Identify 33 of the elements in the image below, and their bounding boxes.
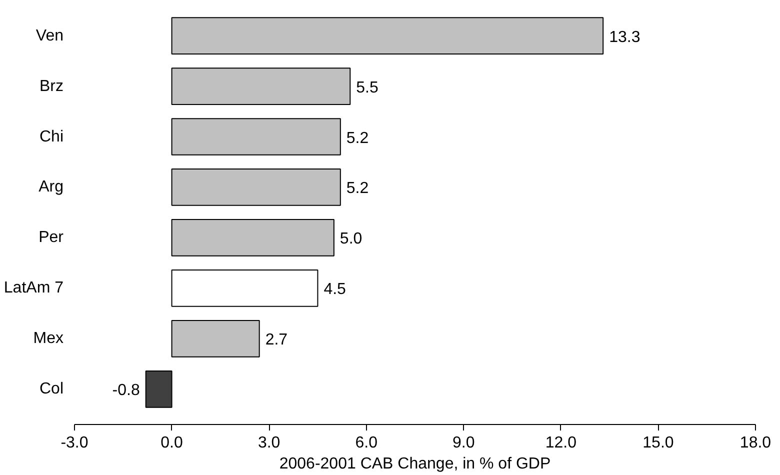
data-label: 5.0 <box>340 230 362 248</box>
data-label: 2.7 <box>265 332 288 349</box>
bar <box>171 219 334 256</box>
x-tick-label: 6.0 <box>355 434 378 452</box>
x-tick-label: 18.0 <box>740 434 772 452</box>
y-tick-label: Brz <box>40 78 64 95</box>
x-tick-label: -3.0 <box>60 434 88 452</box>
y-tick-label: Per <box>38 229 64 246</box>
x-axis-title: 2006-2001 CAB Change, in % of GDP <box>279 456 551 472</box>
x-tick-label: 0.0 <box>160 434 184 452</box>
data-label: 5.5 <box>356 79 378 96</box>
bar <box>171 320 260 358</box>
y-tick-label: Col <box>39 380 64 398</box>
bar <box>171 168 341 206</box>
data-label: 5.2 <box>346 130 369 147</box>
bar <box>171 270 318 307</box>
x-tick-label: 12.0 <box>545 434 577 452</box>
y-tick-label: Mex <box>33 330 64 348</box>
x-tick-label: 9.0 <box>452 434 475 452</box>
y-tick-label: Chi <box>39 128 64 146</box>
y-tick-label: LatAm 7 <box>4 280 64 297</box>
data-label: 5.2 <box>346 180 369 198</box>
bar <box>171 17 604 54</box>
y-tick-label: Arg <box>38 178 64 196</box>
bar <box>171 68 351 105</box>
x-tick-label: 15.0 <box>642 434 674 452</box>
y-tick-label: Ven <box>36 27 64 44</box>
data-label: -0.8 <box>112 382 140 400</box>
data-label: 13.3 <box>609 28 640 46</box>
data-label: 4.5 <box>324 281 346 298</box>
x-tick-label: 3.0 <box>258 434 280 452</box>
bar <box>171 118 341 156</box>
bar <box>145 370 172 408</box>
